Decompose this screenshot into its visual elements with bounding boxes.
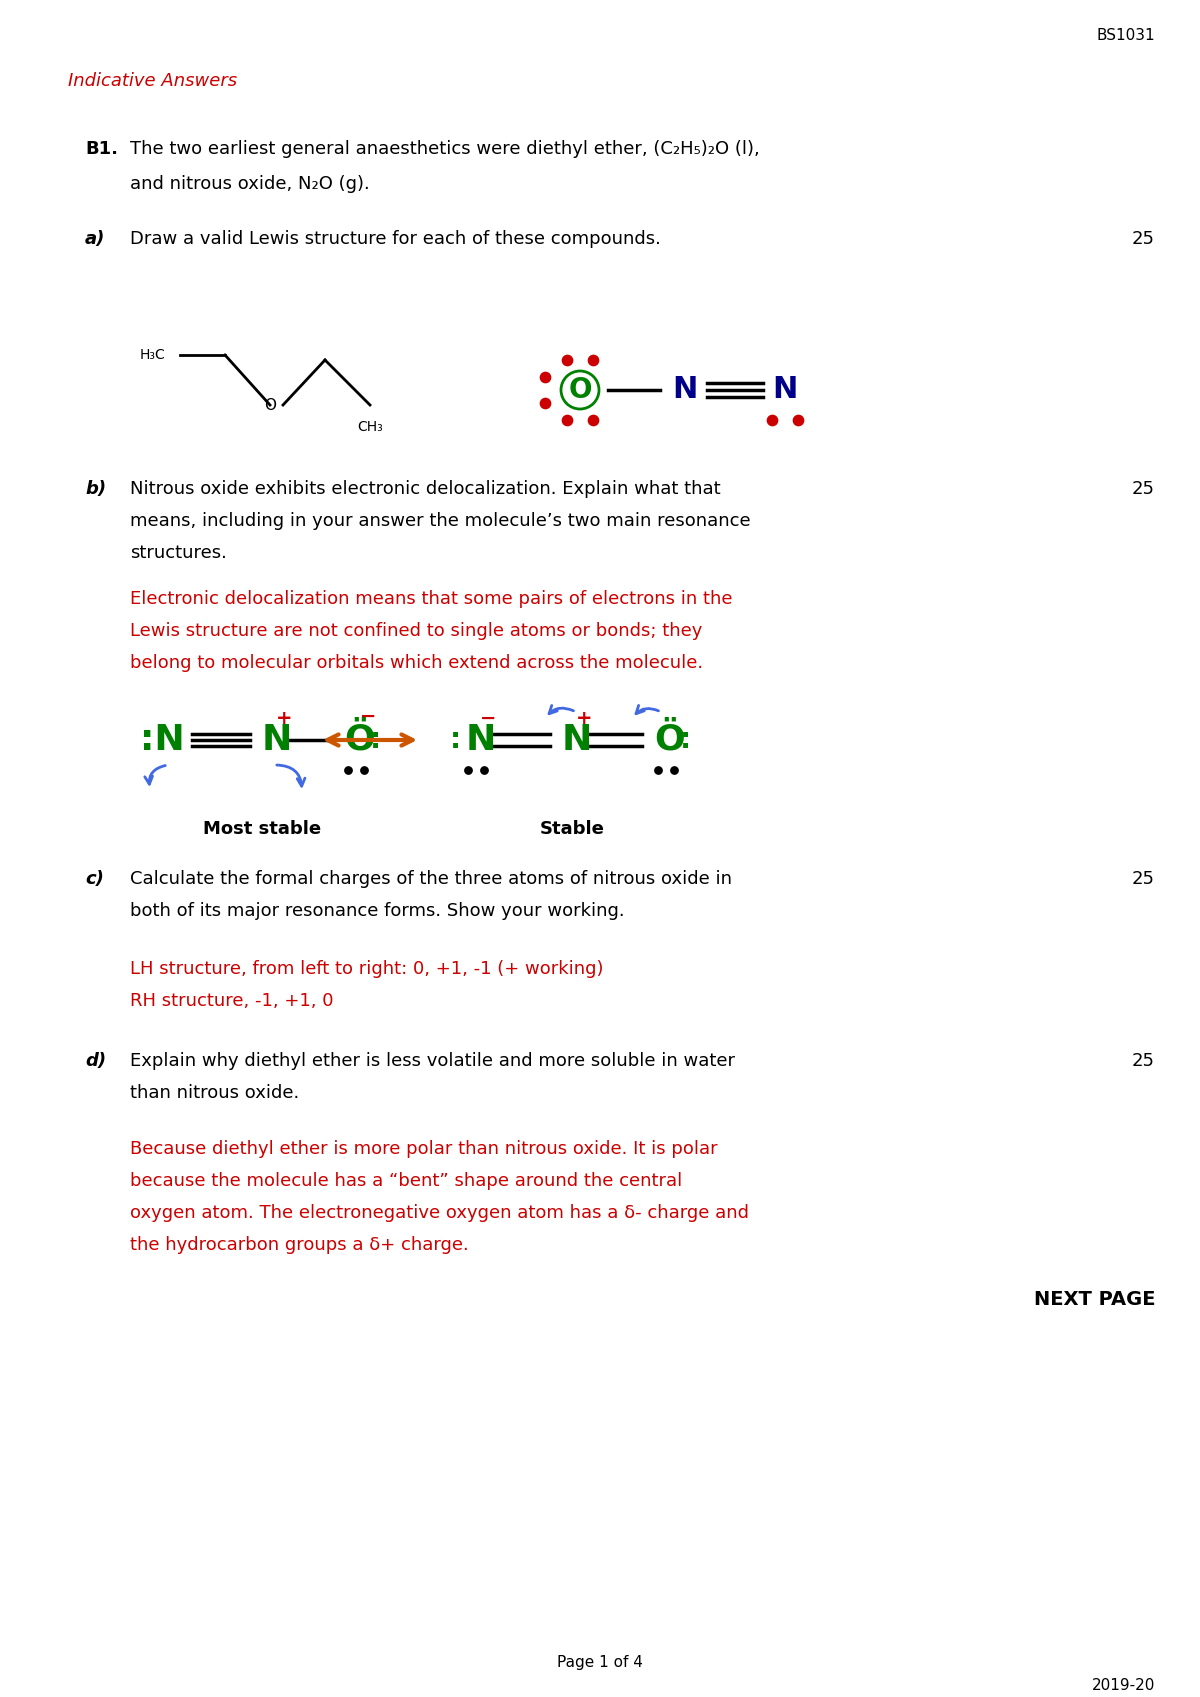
Text: a): a)	[85, 231, 106, 248]
Text: 25: 25	[1132, 871, 1154, 888]
Text: Because diethyl ether is more polar than nitrous oxide. It is polar: Because diethyl ether is more polar than…	[130, 1140, 718, 1157]
Text: means, including in your answer the molecule’s two main resonance: means, including in your answer the mole…	[130, 512, 751, 529]
Point	[535, 363, 554, 390]
Text: Nitrous oxide exhibits electronic delocalization. Explain what that: Nitrous oxide exhibits electronic deloca…	[130, 480, 721, 497]
Text: c): c)	[85, 871, 104, 888]
Point	[665, 757, 684, 784]
Text: Ö: Ö	[344, 723, 374, 757]
FancyArrowPatch shape	[636, 706, 659, 714]
Text: belong to molecular orbitals which extend across the molecule.: belong to molecular orbitals which exten…	[130, 653, 703, 672]
Point	[583, 346, 602, 373]
Text: BS1031: BS1031	[1097, 27, 1154, 42]
Point	[788, 406, 808, 433]
Text: N: N	[672, 375, 697, 404]
Text: The two earliest general anaesthetics were diethyl ether, (C₂H₅)₂O (l),: The two earliest general anaesthetics we…	[130, 139, 760, 158]
Text: :: :	[370, 726, 382, 753]
Text: RH structure, -1, +1, 0: RH structure, -1, +1, 0	[130, 993, 334, 1010]
Text: oxygen atom. The electronegative oxygen atom has a δ- charge and: oxygen atom. The electronegative oxygen …	[130, 1203, 749, 1222]
Text: Draw a valid Lewis structure for each of these compounds.: Draw a valid Lewis structure for each of…	[130, 231, 661, 248]
Text: Electronic delocalization means that some pairs of electrons in the: Electronic delocalization means that som…	[130, 591, 732, 608]
Text: b): b)	[85, 480, 106, 497]
Point	[557, 346, 577, 373]
Text: N: N	[562, 723, 593, 757]
Text: Lewis structure are not confined to single atoms or bonds; they: Lewis structure are not confined to sing…	[130, 623, 702, 640]
Text: N: N	[262, 723, 293, 757]
Text: Stable: Stable	[540, 820, 605, 838]
Point	[458, 757, 478, 784]
Text: Explain why diethyl ether is less volatile and more soluble in water: Explain why diethyl ether is less volati…	[130, 1052, 734, 1071]
Point	[535, 389, 554, 416]
Text: +: +	[276, 709, 293, 728]
Text: 25: 25	[1132, 480, 1154, 497]
Text: N: N	[466, 723, 497, 757]
Text: N: N	[773, 375, 798, 404]
Text: H₃C: H₃C	[140, 348, 166, 361]
Text: :N: :N	[140, 723, 185, 757]
Text: NEXT PAGE: NEXT PAGE	[1033, 1290, 1154, 1308]
Text: both of its major resonance forms. Show your working.: both of its major resonance forms. Show …	[130, 903, 625, 920]
Text: O: O	[569, 377, 592, 404]
Text: Page 1 of 4: Page 1 of 4	[557, 1655, 643, 1670]
Text: d): d)	[85, 1052, 106, 1071]
FancyArrowPatch shape	[145, 765, 166, 784]
Text: 25: 25	[1132, 1052, 1154, 1071]
Point	[648, 757, 667, 784]
Text: LH structure, from left to right: 0, +1, -1 (+ working): LH structure, from left to right: 0, +1,…	[130, 961, 604, 977]
Point	[474, 757, 493, 784]
Text: the hydrocarbon groups a δ+ charge.: the hydrocarbon groups a δ+ charge.	[130, 1235, 469, 1254]
Text: 2019-20: 2019-20	[1092, 1678, 1154, 1694]
Point	[762, 406, 781, 433]
Text: :: :	[680, 726, 691, 753]
Point	[338, 757, 358, 784]
Text: than nitrous oxide.: than nitrous oxide.	[130, 1084, 299, 1101]
Text: Indicative Answers: Indicative Answers	[68, 71, 238, 90]
Text: O: O	[264, 397, 276, 412]
Text: −: −	[360, 706, 376, 726]
Point	[557, 406, 577, 433]
Text: :: :	[450, 726, 461, 753]
FancyArrowPatch shape	[277, 765, 305, 786]
Point	[354, 757, 373, 784]
Text: Most stable: Most stable	[203, 820, 322, 838]
Text: −: −	[480, 709, 496, 728]
Text: 25: 25	[1132, 231, 1154, 248]
Text: Calculate the formal charges of the three atoms of nitrous oxide in: Calculate the formal charges of the thre…	[130, 871, 732, 888]
Text: +: +	[576, 709, 593, 728]
Text: CH₃: CH₃	[358, 419, 383, 434]
Point	[583, 406, 602, 433]
Text: structures.: structures.	[130, 545, 227, 562]
Text: B1.: B1.	[85, 139, 118, 158]
Text: because the molecule has a “bent” shape around the central: because the molecule has a “bent” shape …	[130, 1173, 683, 1190]
FancyArrowPatch shape	[550, 706, 574, 714]
Text: and nitrous oxide, N₂O (g).: and nitrous oxide, N₂O (g).	[130, 175, 370, 193]
Text: Ö: Ö	[654, 723, 685, 757]
